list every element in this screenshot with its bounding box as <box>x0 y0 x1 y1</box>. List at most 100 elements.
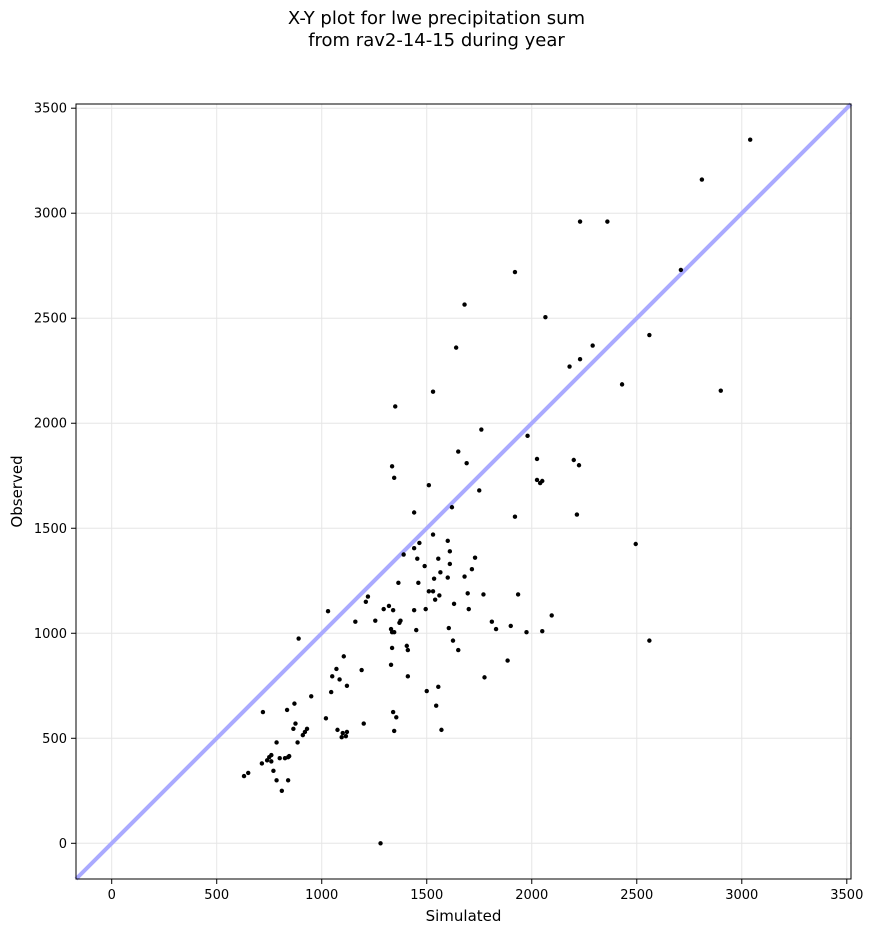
data-point-144 <box>378 841 383 846</box>
data-point-77 <box>508 623 513 629</box>
data-point-65 <box>381 606 386 612</box>
data-point-81 <box>446 625 451 631</box>
data-point-95 <box>388 662 394 667</box>
data-point-60 <box>365 594 371 599</box>
data-point-78 <box>493 626 499 632</box>
data-point-121 <box>391 728 397 734</box>
data-point-100 <box>482 675 487 680</box>
data-point-22 <box>576 463 582 468</box>
data-point-0 <box>747 137 753 142</box>
y-tick-label-7: 3500 <box>34 102 67 117</box>
data-point-23 <box>464 460 469 466</box>
data-point-43 <box>415 556 420 561</box>
data-point-16 <box>393 404 398 409</box>
data-point-18 <box>525 433 530 439</box>
data-point-63 <box>451 601 457 607</box>
chart-title-line-1: X-Y plot for lwe precipitation sum <box>287 8 586 29</box>
data-point-7 <box>543 314 548 320</box>
data-point-97 <box>359 667 364 673</box>
data-point-28 <box>540 478 545 484</box>
y-tick-label-1: 500 <box>42 732 67 747</box>
data-point-42 <box>401 552 406 557</box>
data-point-61 <box>432 597 438 602</box>
data-point-69 <box>390 607 396 613</box>
data-point-45 <box>447 561 453 567</box>
x-tick-label-2: 1000 <box>305 888 338 903</box>
data-point-107 <box>292 701 297 706</box>
data-point-96 <box>334 666 339 672</box>
data-point-19 <box>456 449 461 454</box>
data-point-122 <box>439 727 444 733</box>
data-point-66 <box>411 607 417 613</box>
data-point-75 <box>353 619 358 624</box>
data-point-70 <box>325 609 331 614</box>
data-point-128 <box>274 740 279 745</box>
data-point-142 <box>285 778 291 783</box>
data-point-62 <box>363 599 369 604</box>
data-point-84 <box>524 630 529 635</box>
x-tick-label-0: 0 <box>108 888 116 903</box>
data-point-25 <box>391 475 397 481</box>
data-point-112 <box>323 716 329 721</box>
data-point-115 <box>293 721 298 726</box>
data-point-55 <box>430 589 436 594</box>
data-point-134 <box>282 756 288 761</box>
plot-frame <box>75 103 852 880</box>
data-point-14 <box>718 388 723 393</box>
x-axis-ticks: 0 500 1000 1500 2000 2500 3000 3500 <box>108 879 863 903</box>
x-tick-label-7: 3500 <box>830 888 863 903</box>
data-point-29 <box>426 482 432 488</box>
data-point-10 <box>577 356 583 362</box>
data-point-31 <box>449 505 455 510</box>
data-point-56 <box>437 593 442 598</box>
data-point-46 <box>422 563 427 569</box>
data-point-140 <box>241 773 247 779</box>
data-point-136 <box>269 759 274 764</box>
data-point-36 <box>633 541 638 547</box>
data-point-40 <box>447 549 453 554</box>
data-point-76 <box>489 619 495 624</box>
data-point-24 <box>389 464 395 469</box>
data-point-12 <box>647 332 652 338</box>
data-point-51 <box>431 576 437 581</box>
data-point-120 <box>344 729 350 735</box>
data-point-101 <box>337 677 342 682</box>
data-point-135 <box>264 758 270 763</box>
data-point-4 <box>678 267 684 273</box>
data-point-20 <box>571 457 576 463</box>
chart-title-line-2: from rav2-14-15 during year <box>308 30 565 51</box>
data-point-119 <box>335 727 340 733</box>
y-tick-label-4: 2000 <box>34 417 67 432</box>
data-point-126 <box>343 733 349 739</box>
data-point-68 <box>423 606 428 612</box>
data-point-11 <box>567 364 572 369</box>
data-point-124 <box>300 732 306 738</box>
data-point-93 <box>341 654 346 659</box>
data-point-59 <box>515 592 521 597</box>
data-point-87 <box>450 638 456 643</box>
data-point-48 <box>438 570 443 575</box>
data-point-64 <box>386 603 392 609</box>
y-axis-ticks: 0 500 1000 1500 2000 2500 3000 3500 <box>34 102 76 852</box>
data-point-57 <box>465 591 470 596</box>
y-tick-label-6: 3000 <box>34 207 67 222</box>
data-point-83 <box>389 630 395 635</box>
data-point-15 <box>430 389 436 394</box>
data-point-131 <box>269 752 274 758</box>
data-point-103 <box>436 684 441 690</box>
data-point-141 <box>274 778 279 783</box>
data-point-85 <box>540 628 545 634</box>
data-point-102 <box>344 683 350 688</box>
x-tick-label-5: 2500 <box>620 888 653 903</box>
data-point-99 <box>405 674 411 679</box>
data-point-80 <box>414 627 419 633</box>
data-point-74 <box>373 618 378 623</box>
reference-line <box>74 102 853 881</box>
data-point-37 <box>417 540 422 546</box>
data-point-3 <box>605 219 610 224</box>
data-point-5 <box>512 269 518 275</box>
data-point-88 <box>647 638 652 643</box>
data-point-123 <box>340 730 345 736</box>
data-point-90 <box>389 645 395 651</box>
data-point-137 <box>259 761 265 766</box>
